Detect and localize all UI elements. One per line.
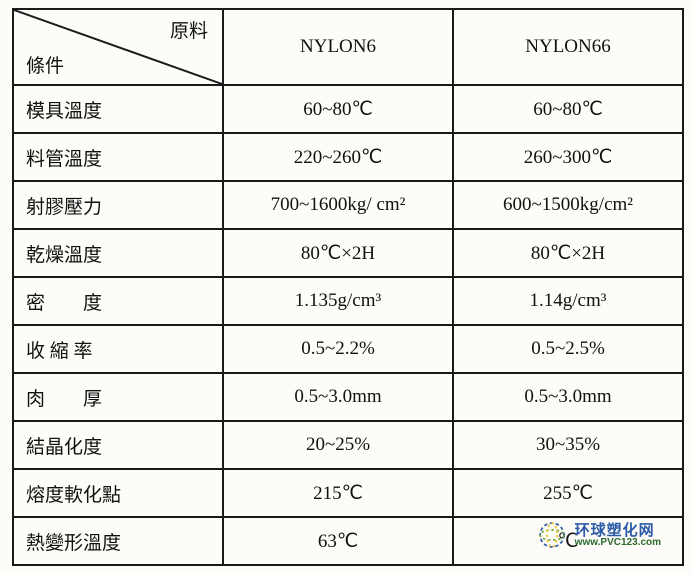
- row-label: 熔度軟化點: [13, 469, 223, 517]
- cell-value: 60~80℃: [453, 85, 683, 133]
- table-row: 射膠壓力 700~1600kg/ cm² 600~1500kg/cm²: [13, 181, 683, 229]
- cell-value: 255℃: [453, 469, 683, 517]
- table-row: 收 縮 率 0.5~2.2% 0.5~2.5%: [13, 325, 683, 373]
- header-row: 原料 條件 NYLON6 NYLON66: [13, 9, 683, 85]
- cell-value: 30~35%: [453, 421, 683, 469]
- col-header-nylon66: NYLON66: [453, 9, 683, 85]
- cell-value: 0.5~3.0mm: [453, 373, 683, 421]
- row-label: 收 縮 率: [13, 325, 223, 373]
- table-row: 熔度軟化點 215℃ 255℃: [13, 469, 683, 517]
- header-condition-label: 條件: [26, 51, 64, 78]
- row-label: 模具溫度: [13, 85, 223, 133]
- table-row: 密 度 1.135g/cm³ 1.14g/cm³: [13, 277, 683, 325]
- cell-value: 80℃×2H: [453, 229, 683, 277]
- cell-value: 20~25%: [223, 421, 453, 469]
- cell-value: 80℃×2H: [223, 229, 453, 277]
- watermark-text: 环球塑化网 www.PVC123.com: [575, 523, 661, 548]
- row-label: 結晶化度: [13, 421, 223, 469]
- cell-value: 0.5~2.2%: [223, 325, 453, 373]
- row-label: 乾燥溫度: [13, 229, 223, 277]
- table-row: 料管溫度 220~260℃ 260~300℃: [13, 133, 683, 181]
- cell-value: 60~80℃: [223, 85, 453, 133]
- row-label: 肉 厚: [13, 373, 223, 421]
- cell-value: 1.135g/cm³: [223, 277, 453, 325]
- row-label: 密 度: [13, 277, 223, 325]
- table-row: 模具溫度 60~80℃ 60~80℃: [13, 85, 683, 133]
- cell-value: 0.5~2.5%: [453, 325, 683, 373]
- table-row: 結晶化度 20~25% 30~35%: [13, 421, 683, 469]
- row-label: 熱變形溫度: [13, 517, 223, 565]
- cell-value: 1.14g/cm³: [453, 277, 683, 325]
- cell-value: 0.5~3.0mm: [223, 373, 453, 421]
- cell-value: 215℃: [223, 469, 453, 517]
- page-wrap: 原料 條件 NYLON6 NYLON66 模具溫度 60~80℃ 60~80℃ …: [12, 8, 681, 566]
- cell-value: 220~260℃: [223, 133, 453, 181]
- table-body: 模具溫度 60~80℃ 60~80℃ 料管溫度 220~260℃ 260~300…: [13, 85, 683, 565]
- header-material-label: 原料: [170, 16, 208, 43]
- row-label: 料管溫度: [13, 133, 223, 181]
- cell-value: 600~1500kg/cm²: [453, 181, 683, 229]
- cell-value: 700~1600kg/ cm²: [223, 181, 453, 229]
- diagonal-header-cell: 原料 條件: [13, 9, 223, 85]
- cell-value: 63℃: [223, 517, 453, 565]
- table-row: 乾燥溫度 80℃×2H 80℃×2H: [13, 229, 683, 277]
- col-header-nylon6: NYLON6: [223, 9, 453, 85]
- nylon-properties-table: 原料 條件 NYLON6 NYLON66 模具溫度 60~80℃ 60~80℃ …: [12, 8, 684, 566]
- globe-icon: [535, 518, 569, 552]
- watermark-cn: 环球塑化网: [575, 523, 661, 538]
- watermark: 环球塑化网 www.PVC123.com: [535, 518, 661, 552]
- table-row: 肉 厚 0.5~3.0mm 0.5~3.0mm: [13, 373, 683, 421]
- watermark-url: www.PVC123.com: [575, 538, 661, 548]
- row-label: 射膠壓力: [13, 181, 223, 229]
- cell-value: 260~300℃: [453, 133, 683, 181]
